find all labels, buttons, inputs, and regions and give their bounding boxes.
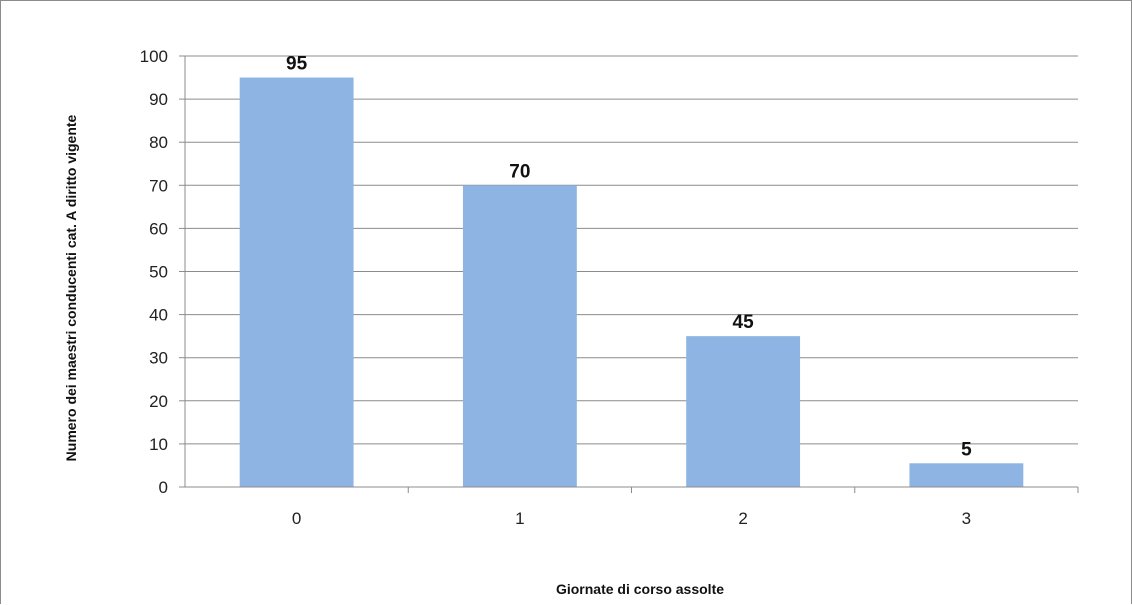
data-label: 95 bbox=[286, 54, 308, 75]
x-tick-label: 2 bbox=[738, 509, 747, 528]
data-label: 70 bbox=[509, 161, 530, 182]
bar-0 bbox=[239, 77, 354, 488]
y-tick-label: 90 bbox=[149, 90, 168, 109]
bar-2 bbox=[686, 336, 801, 487]
x-tick-label: 1 bbox=[515, 509, 524, 528]
y-tick-label: 70 bbox=[149, 176, 168, 195]
data-labels: 95 70 45 5 bbox=[286, 54, 972, 461]
y-tick-label: 60 bbox=[149, 219, 168, 238]
x-tick-label: 0 bbox=[292, 509, 301, 528]
y-tick-label: 10 bbox=[149, 435, 168, 454]
y-tick-label: 0 bbox=[159, 478, 168, 497]
axes bbox=[179, 55, 1079, 493]
y-axis-title: Numero dei maestri conducenti cat. A dir… bbox=[63, 114, 79, 461]
y-tick-label: 40 bbox=[149, 306, 168, 325]
bar-3 bbox=[909, 463, 1024, 487]
y-tick-label: 30 bbox=[149, 349, 168, 368]
x-axis-title: Giornate di corso assolte bbox=[556, 581, 724, 597]
bars bbox=[239, 77, 1024, 488]
y-tick-label: 20 bbox=[149, 392, 168, 411]
x-tick-label: 3 bbox=[962, 509, 971, 528]
y-tick-label: 80 bbox=[149, 133, 168, 152]
x-tick-labels: 0 1 2 3 bbox=[292, 509, 971, 528]
data-label: 5 bbox=[961, 439, 972, 460]
y-tick-label: 100 bbox=[140, 47, 168, 66]
y-tick-label: 50 bbox=[149, 263, 168, 282]
y-tick-labels: 0 10 20 30 40 50 60 70 80 90 100 bbox=[140, 47, 168, 497]
data-label: 45 bbox=[733, 312, 755, 333]
bar-1 bbox=[462, 185, 577, 488]
